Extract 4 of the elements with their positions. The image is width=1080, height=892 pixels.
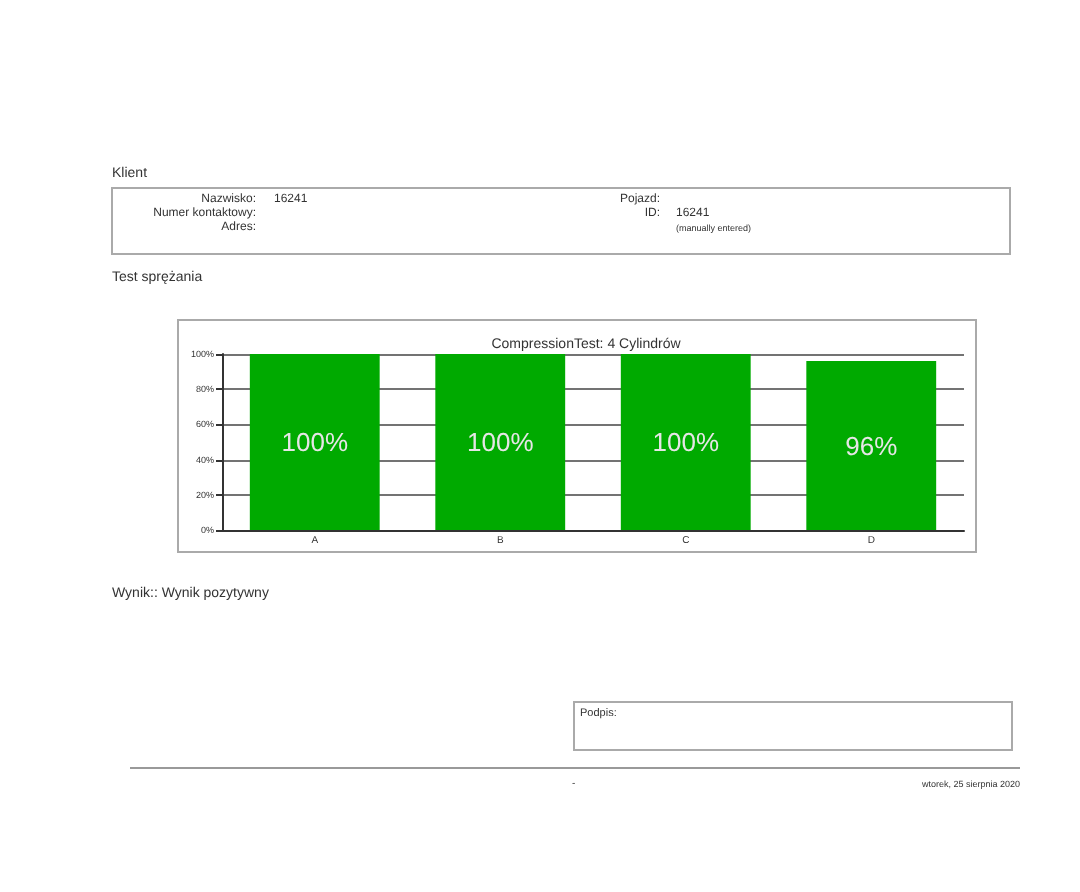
- data-label: 100%: [652, 427, 720, 457]
- data-label: 100%: [467, 427, 535, 457]
- data-label: 100%: [281, 427, 349, 457]
- data-label: 96%: [845, 430, 899, 461]
